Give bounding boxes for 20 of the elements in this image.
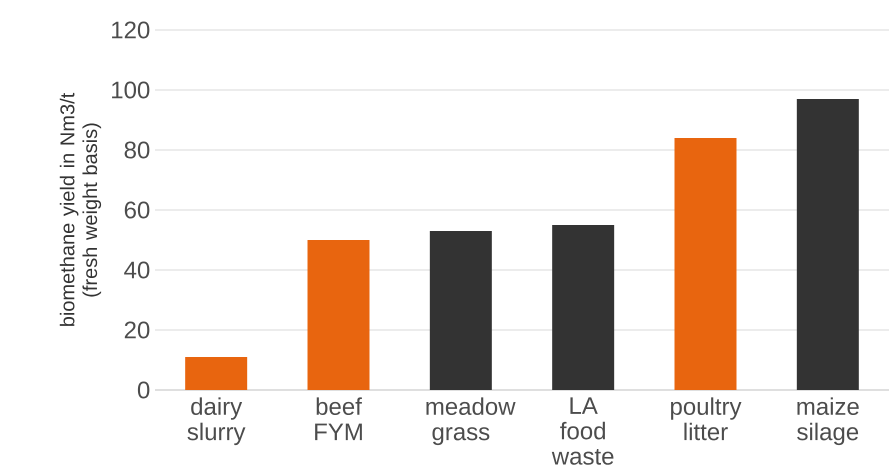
bar	[308, 240, 370, 390]
x-tick-label: maize silage	[797, 397, 859, 446]
bar	[430, 230, 492, 390]
x-tick-label: meadow grass	[426, 397, 516, 446]
y-tick-label: 0	[138, 381, 150, 398]
y-tick-label: 60	[124, 201, 150, 218]
x-tick-label: poultry litter	[671, 397, 742, 440]
bar	[552, 224, 614, 390]
y-tick-label: 100	[112, 81, 150, 98]
y-tick-label: 40	[124, 261, 150, 278]
y-tick-label: 120	[112, 21, 150, 38]
bar	[674, 138, 736, 390]
y-axis-title: biomethane yield in Nm3/t (fresh weight basis)	[60, 92, 102, 326]
x-tick-label: LA food waste	[552, 397, 614, 465]
bar	[796, 98, 859, 390]
x-tick-label: dairy slurry	[188, 397, 246, 446]
x-tick-label: beef FYM	[315, 397, 362, 440]
bar	[185, 356, 248, 390]
y-tick-label: 20	[124, 321, 150, 338]
y-tick-label: 80	[124, 141, 150, 158]
